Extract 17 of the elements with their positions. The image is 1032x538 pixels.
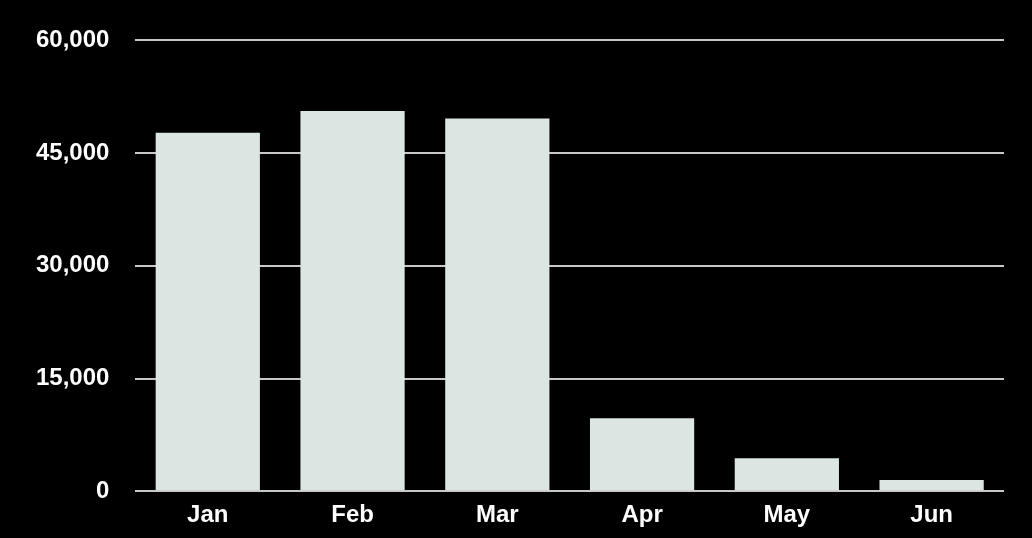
bar — [300, 111, 405, 491]
x-tick-label: Apr — [621, 500, 663, 528]
bar — [445, 118, 550, 491]
y-tick-label: 60,000 — [36, 25, 110, 53]
x-tick-label: Jun — [910, 500, 953, 528]
bar — [589, 418, 695, 491]
y-tick-label: 15,000 — [36, 363, 110, 391]
x-tick-label: May — [763, 500, 811, 528]
y-tick-label: 30,000 — [36, 250, 110, 278]
y-tick-label: 45,000 — [36, 137, 110, 165]
x-tick-label: Mar — [475, 500, 519, 528]
x-tick-label: Feb — [331, 500, 374, 528]
y-tick-label: 0 — [96, 475, 110, 503]
bar — [155, 132, 260, 491]
bar — [879, 479, 984, 491]
x-tick-label: Jan — [187, 500, 229, 528]
bar — [734, 458, 839, 491]
